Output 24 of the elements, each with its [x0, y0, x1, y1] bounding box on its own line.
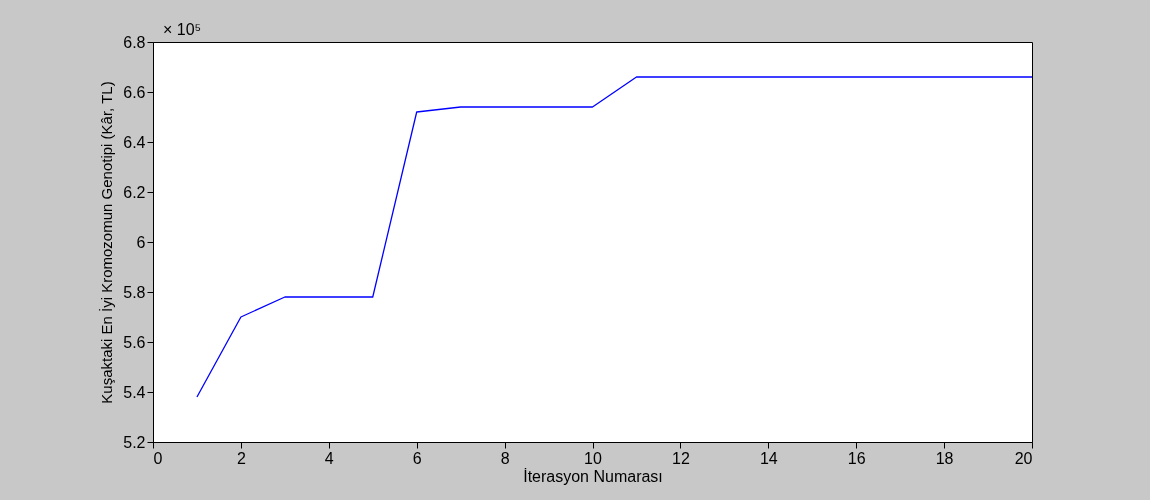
x-tick-label: 8 [500, 449, 510, 467]
x-tick-label: 10 [584, 449, 602, 467]
y-tick-label: 5.4 [123, 383, 146, 401]
x-tick-label: 4 [324, 449, 334, 467]
y-tick-label: 5.8 [123, 283, 146, 301]
y-tick-label: 6 [136, 233, 146, 251]
x-tick-label: 16 [847, 449, 866, 467]
y-tick-label: 5.6 [123, 333, 146, 351]
y-tick-label: 6.8 [123, 33, 146, 51]
x-tick-label: 14 [759, 449, 778, 467]
text: × 10⁵ [163, 21, 202, 38]
x-tick-label: 2 [236, 449, 246, 467]
x-tick-label: 20 [1014, 449, 1033, 467]
y-tick-label: 6.6 [123, 83, 146, 101]
x-tick-label: 0 [153, 449, 163, 467]
y-axis-title: Kuşaktaki En İyi Kromozomun Genotipi (Kâr, TL) [98, 81, 116, 404]
y-tick-label: 5.2 [123, 433, 146, 451]
x-axis-title: İterasyon Numarası [523, 466, 663, 485]
y-tick-label: 6.2 [123, 183, 146, 201]
x-tick-label: 6 [412, 449, 422, 467]
y-tick-label: 6.4 [123, 133, 146, 151]
x-tick-label: 12 [672, 449, 690, 467]
line-series [196, 76, 1033, 398]
x-tick-label: 18 [935, 449, 954, 467]
